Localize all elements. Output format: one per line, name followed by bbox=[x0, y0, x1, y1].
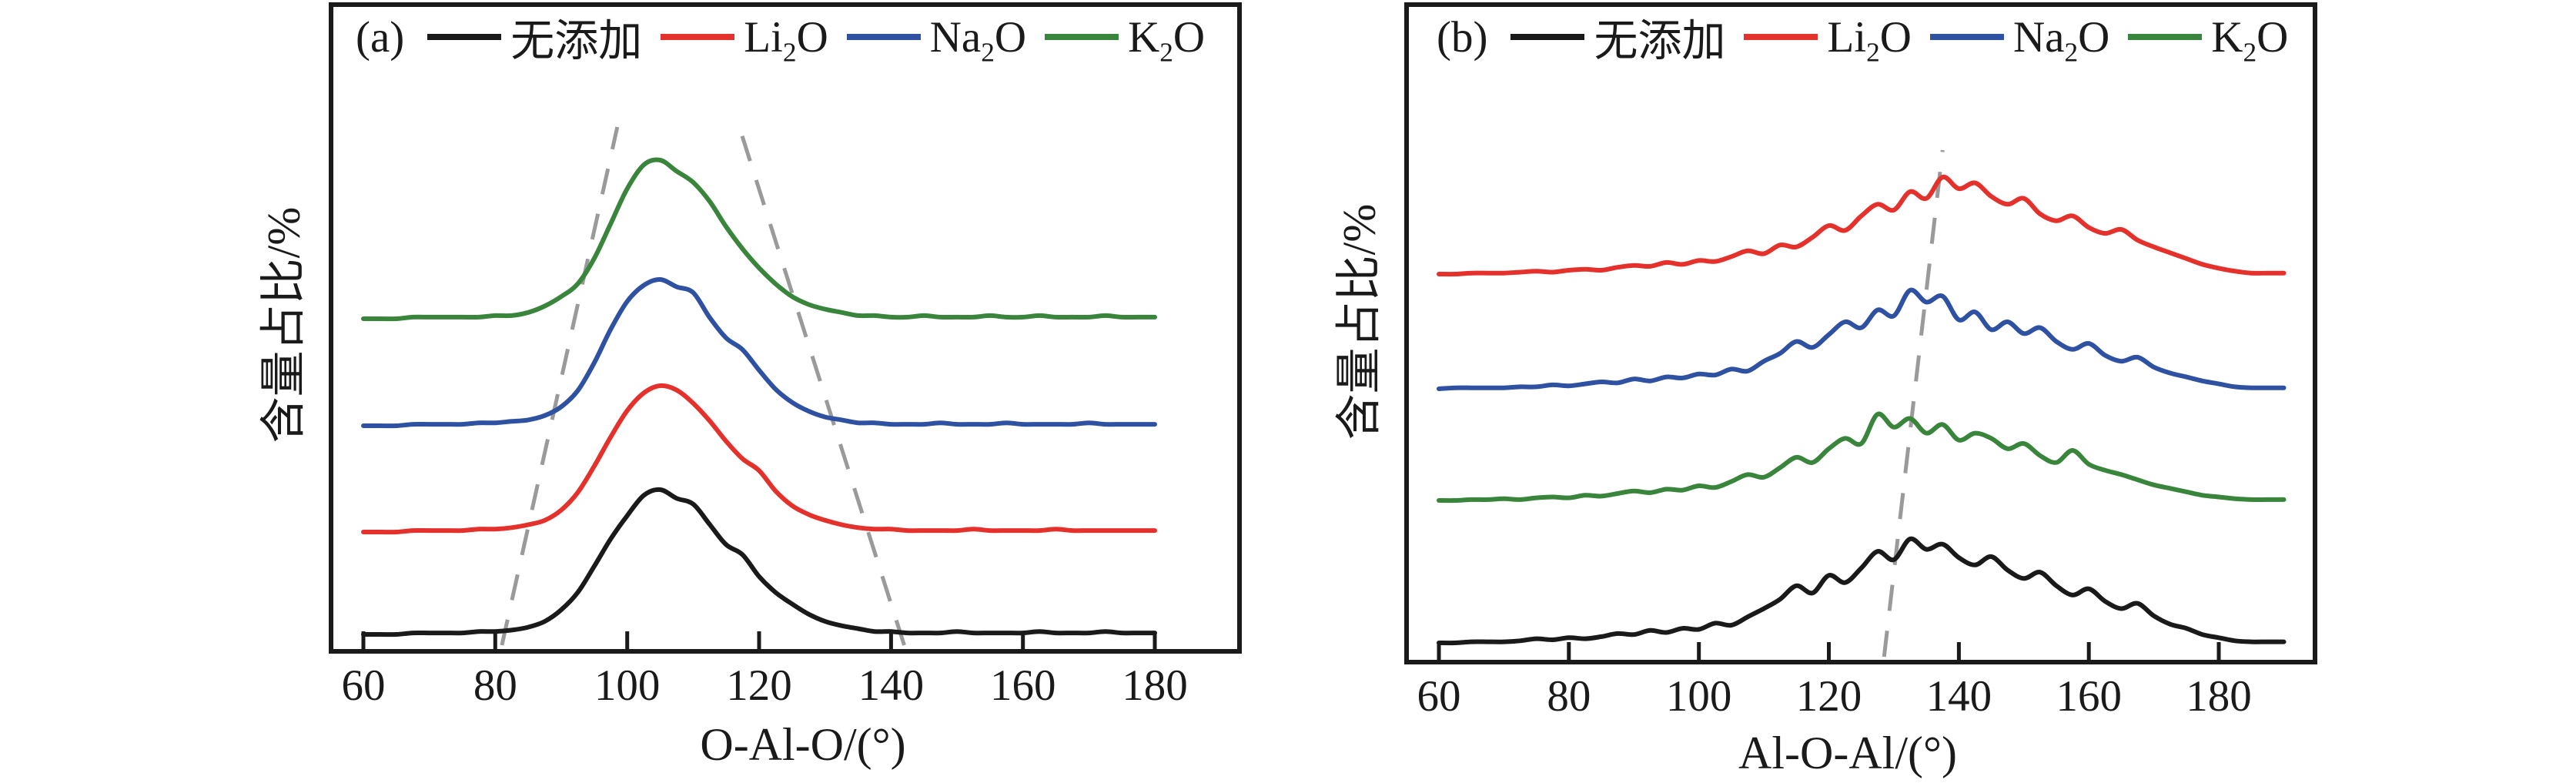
legend-item-li2o-b: Li2O bbox=[1744, 12, 1930, 67]
x-tick-label-(b)-140: 140 bbox=[1925, 672, 1992, 721]
curve-(a)-Na₂O bbox=[361, 276, 1157, 429]
legend-line-swatch-blue bbox=[846, 34, 921, 40]
curve-(b)-Na₂O bbox=[1437, 287, 2287, 391]
legend-label-li2o: Li2O bbox=[1827, 12, 1912, 67]
legend-item-none-a: 无添加 bbox=[427, 5, 661, 69]
x-tick-label-(a)-80: 80 bbox=[473, 661, 517, 710]
guide-dashed-line-(a)-0 bbox=[500, 126, 620, 646]
legend-line-swatch-black bbox=[1510, 34, 1585, 40]
x-tick-label-(a)-140: 140 bbox=[858, 661, 925, 710]
x-tick-label-(a)-100: 100 bbox=[594, 661, 661, 710]
x-axis-title-a: O-Al-O/(°) bbox=[700, 719, 906, 770]
legend-label-none: 无添加 bbox=[510, 17, 643, 65]
x-axis-title-b: Al-O-Al/(°) bbox=[1738, 728, 1957, 778]
x-tick-label-(b)-120: 120 bbox=[1795, 672, 1862, 721]
x-tick-label-(b)-160: 160 bbox=[2056, 672, 2122, 721]
x-tick-label-(b)-100: 100 bbox=[1665, 672, 1732, 721]
legend-item-li2o-a: Li2O bbox=[661, 12, 847, 67]
panel-b-tag: (b) bbox=[1437, 12, 1488, 62]
curve-(a)-K₂O bbox=[361, 157, 1157, 322]
legend-item-k2o-b: K2O bbox=[2128, 12, 2307, 67]
curve-(b)-K₂O bbox=[1437, 411, 2287, 504]
x-tick-label-(b)-60: 60 bbox=[1417, 672, 1461, 721]
curve-(b)-无添加 bbox=[1437, 536, 2287, 646]
y-axis-title-a: 含量占比/% bbox=[258, 206, 309, 443]
plot-frame-(b) bbox=[1404, 2, 2317, 664]
legend-item-na2o-b: Na2O bbox=[1929, 12, 2128, 67]
legend-line-swatch-red bbox=[1744, 34, 1818, 40]
legend-label-k2o: K2O bbox=[2211, 12, 2289, 67]
legend-item-na2o-a: Na2O bbox=[846, 12, 1045, 67]
legend-panel-a: (a) 无添加 Li2O Na2O K2O bbox=[356, 8, 1223, 66]
x-tick-label-(a)-160: 160 bbox=[989, 661, 1056, 710]
guide-dashed-line-(a)-1 bbox=[737, 126, 906, 646]
guide-dashed-line-(b)-0 bbox=[1882, 149, 1945, 658]
legend-item-k2o-a: K2O bbox=[1045, 12, 1223, 67]
x-tick-label-(a)-60: 60 bbox=[341, 661, 386, 710]
legend-label-na2o: Na2O bbox=[929, 12, 1027, 67]
curve-(b)-Li₂O bbox=[1437, 174, 2287, 277]
legend-item-none-b: 无添加 bbox=[1510, 5, 1744, 69]
legend-line-swatch-green bbox=[2128, 34, 2203, 40]
x-tick-label-(b)-180: 180 bbox=[2186, 672, 2252, 721]
x-tick-label-(a)-120: 120 bbox=[726, 661, 792, 710]
legend-line-swatch-green bbox=[1045, 34, 1119, 40]
legend-line-swatch-black bbox=[427, 34, 502, 40]
legend-label-k2o: K2O bbox=[1128, 12, 1206, 67]
legend-label-li2o: Li2O bbox=[744, 12, 828, 67]
curve-(a)-Li₂O bbox=[361, 383, 1157, 535]
panel-a-tag: (a) bbox=[356, 12, 405, 62]
curve-(a)-无添加 bbox=[361, 487, 1157, 637]
legend-panel-b: (b) 无添加 Li2O Na2O K2O bbox=[1437, 8, 2307, 66]
x-tick-label-(a)-180: 180 bbox=[1122, 661, 1188, 710]
x-tick-label-(b)-80: 80 bbox=[1547, 672, 1591, 721]
legend-label-none: 无添加 bbox=[1594, 17, 1726, 65]
plot-frame-(a) bbox=[329, 2, 1242, 654]
legend-line-swatch-red bbox=[661, 34, 735, 40]
legend-label-na2o: Na2O bbox=[2012, 12, 2110, 67]
legend-line-swatch-blue bbox=[1929, 34, 2004, 40]
y-axis-title-b: 含量占比/% bbox=[1333, 203, 1385, 440]
